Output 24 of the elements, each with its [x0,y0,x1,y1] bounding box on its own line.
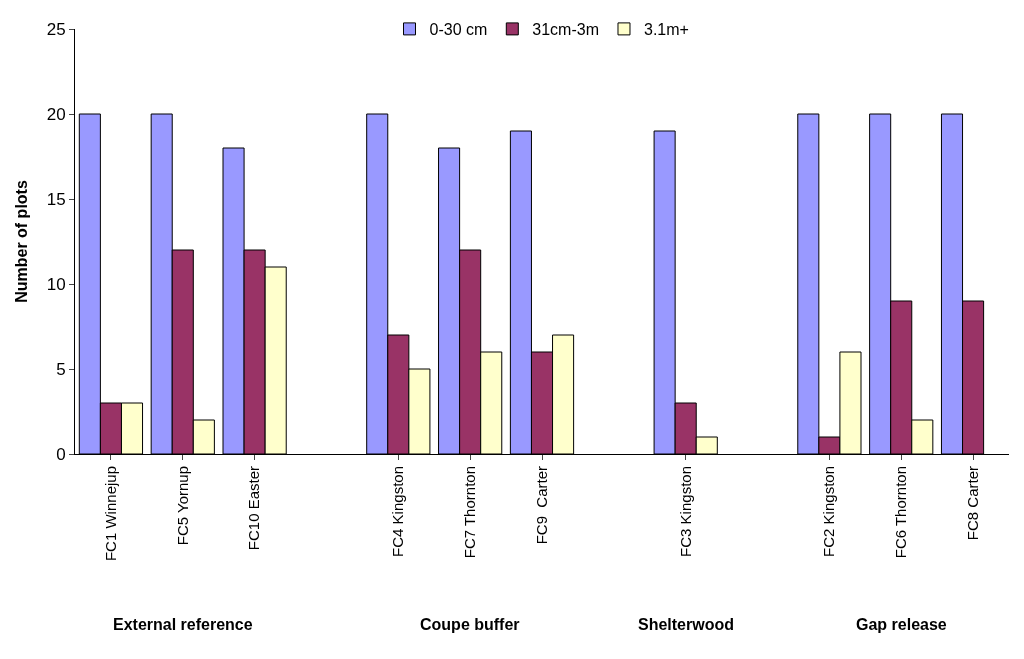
legend-label: 31cm-3m [532,21,599,39]
x-tick-label: FC2 Kingston [820,466,838,557]
y-tick-label: 20 [46,104,66,124]
y-tick-label: 0 [56,444,66,464]
y-tick-label: 25 [46,19,66,39]
x-tick-label: FC1 Winnejup [101,466,119,562]
y-axis-title: Number of plots [12,180,30,303]
text: Shelterwood [638,616,735,633]
text: Gap release [856,616,947,633]
x-tick-label: FC8 Carter [963,466,981,541]
legend-label: 3.1m+ [643,21,689,39]
text: Coupe buffer [420,616,520,633]
x-tick-label: FC7 Thornton [461,466,479,559]
y-tick-label: 15 [46,189,66,209]
x-tick-label: FC6 Thornton [892,466,910,559]
legend-label: 0-30 cm [429,21,488,39]
x-tick-label: FC3 Kingston [676,466,694,557]
text: External reference [113,616,253,633]
x-tick-label: FC9 Carter [532,466,550,545]
y-tick-label: 5 [56,359,66,379]
x-tick-label: FC10 Easter [245,466,263,551]
x-tick-label: FC5 Yornup [173,466,191,546]
x-tick-label: FC4 Kingston [389,466,407,557]
y-tick-label: 10 [46,274,66,294]
